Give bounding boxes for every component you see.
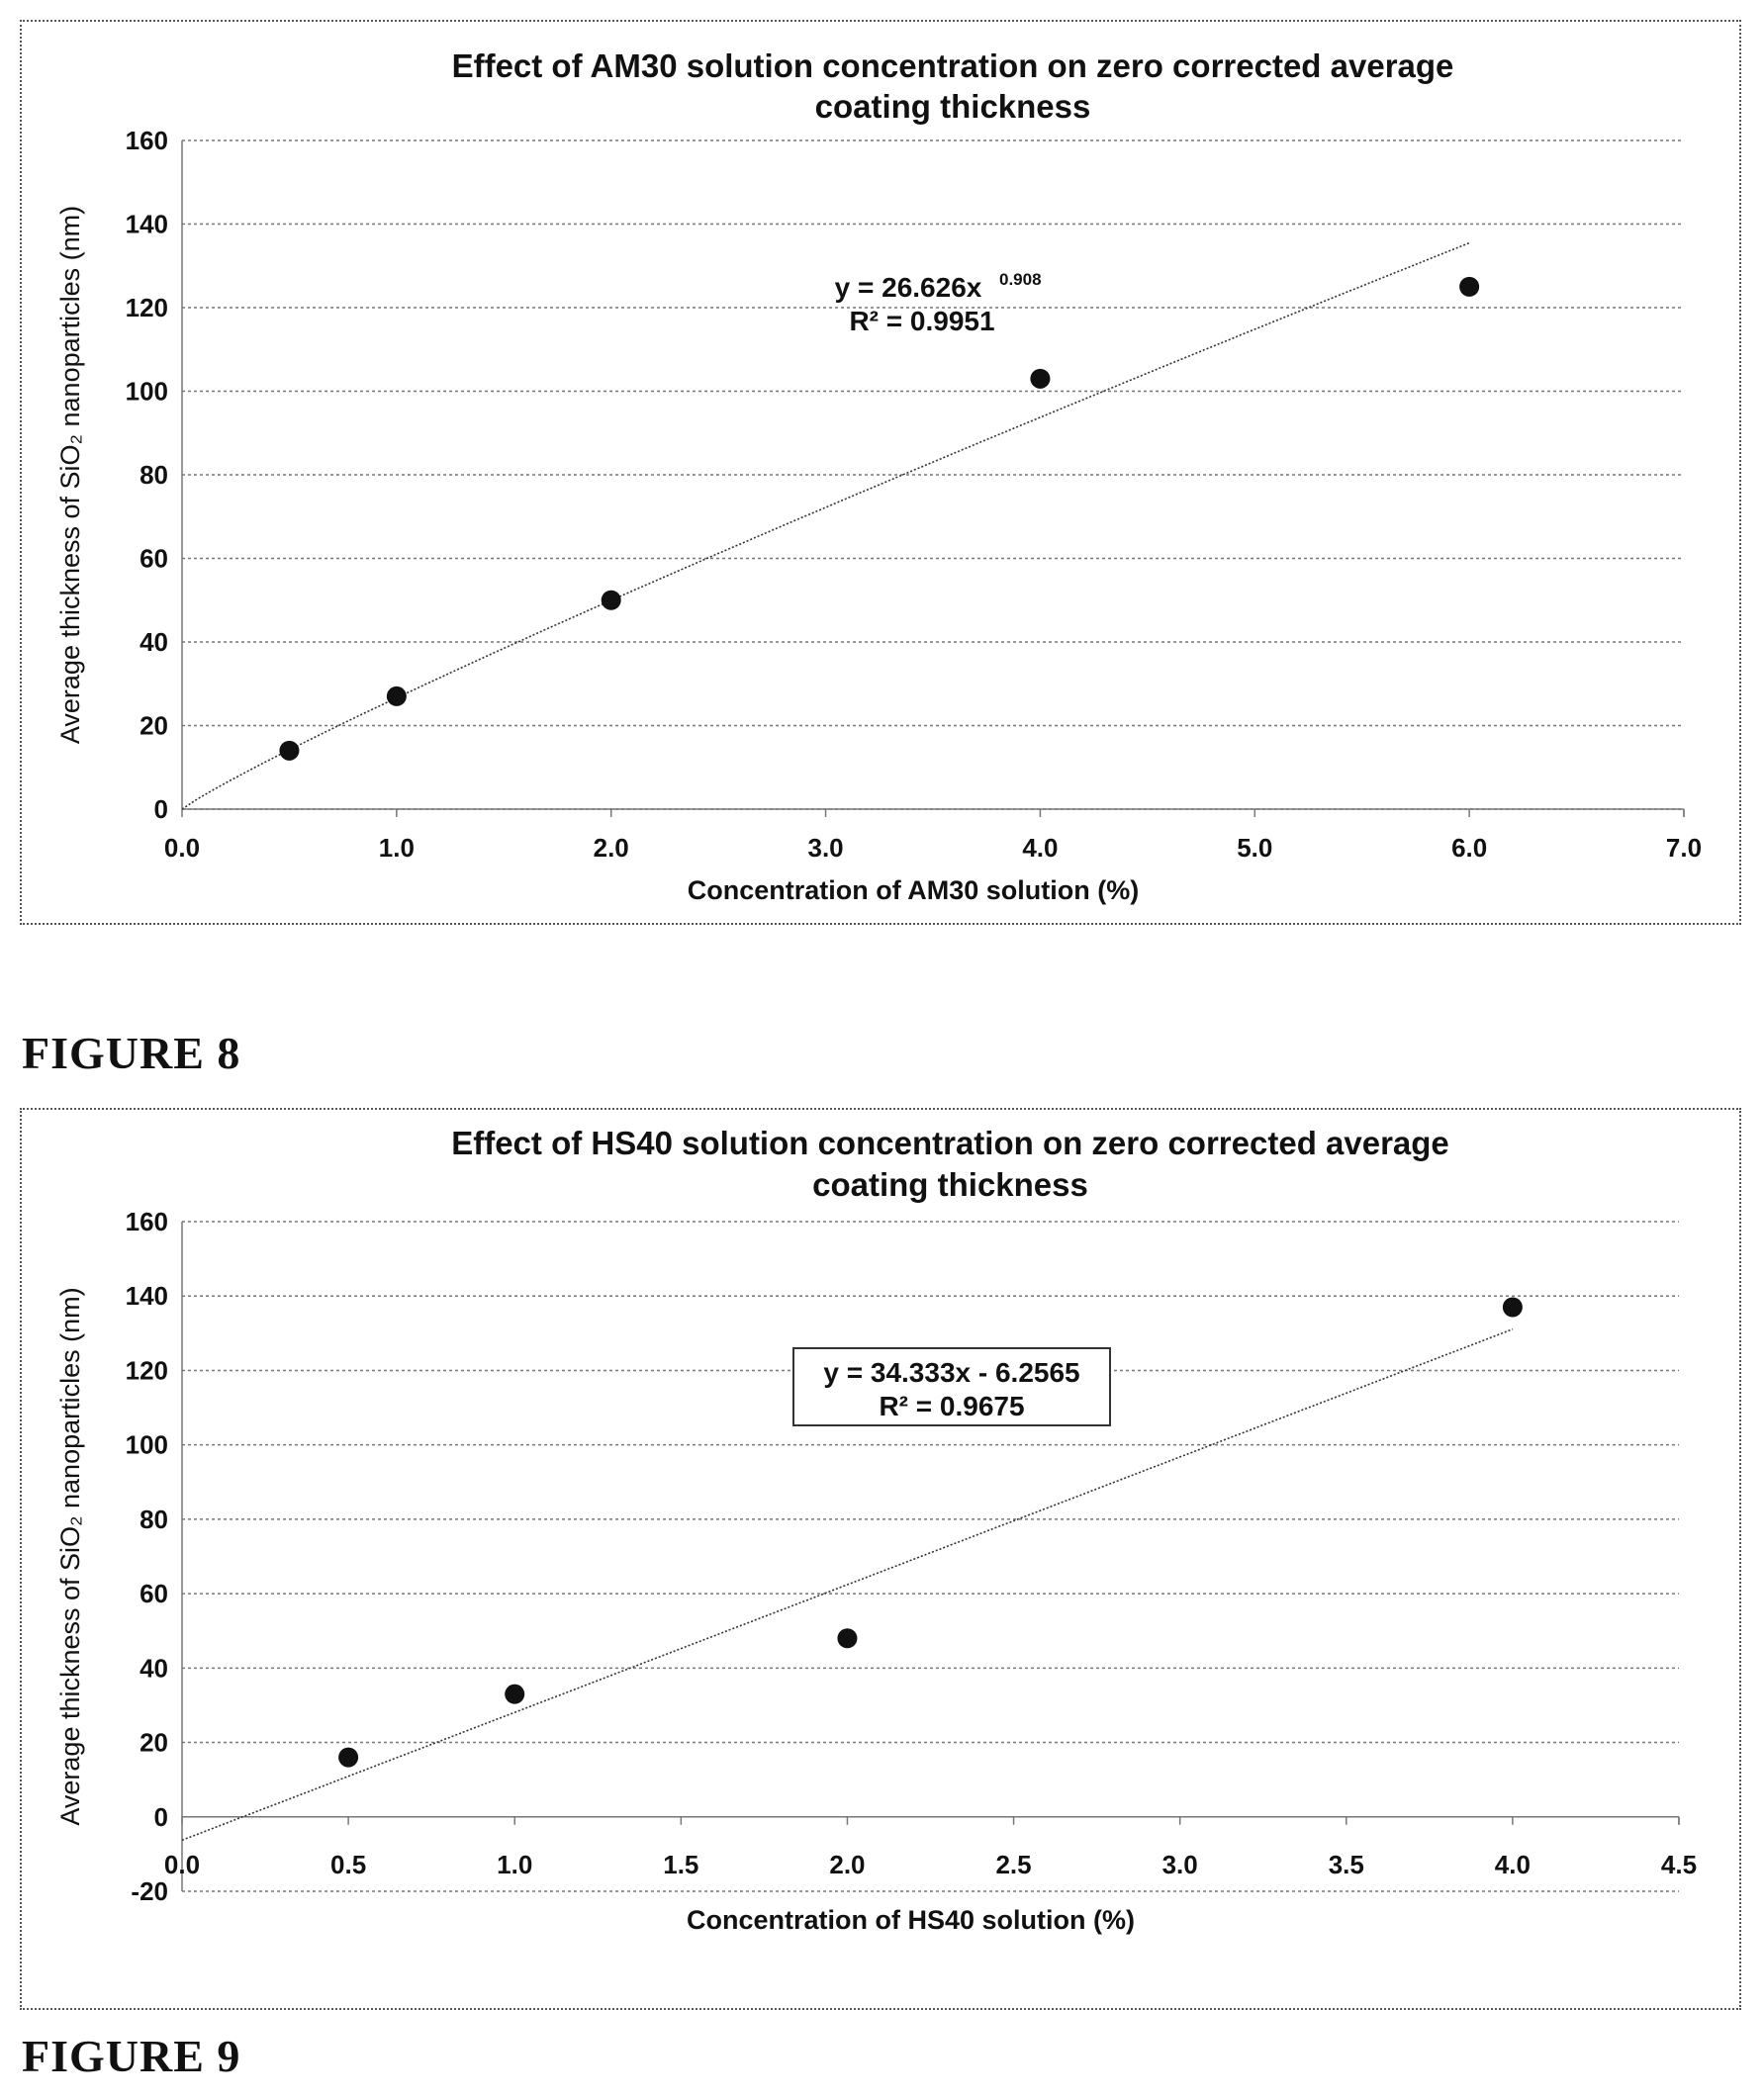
data-point xyxy=(338,1747,359,1768)
y-tick-label: 120 xyxy=(126,1355,168,1385)
x-tick-label: 4.5 xyxy=(1661,1850,1697,1879)
y-tick-label: 120 xyxy=(126,293,168,322)
y-tick-label: 140 xyxy=(126,1281,168,1311)
y-tick-label: 100 xyxy=(126,377,168,407)
y-tick-label: 140 xyxy=(126,210,168,239)
y-tick-label: -20 xyxy=(131,1876,168,1906)
x-axis-title: Concentration of AM30 solution (%) xyxy=(688,875,1139,905)
y-axis-title: Average thickness of SiO₂ nanoparticles … xyxy=(55,206,85,744)
y-tick-label: 20 xyxy=(139,1728,168,1758)
y-tick-label: 160 xyxy=(126,126,168,155)
x-tick-label: 5.0 xyxy=(1237,833,1272,863)
data-point xyxy=(1030,368,1051,389)
x-tick-label: 1.0 xyxy=(497,1850,532,1879)
x-tick-label: 4.0 xyxy=(1495,1850,1531,1879)
x-tick-label: 7.0 xyxy=(1666,833,1702,863)
trendline-r-squared: R² = 0.9675 xyxy=(879,1391,1024,1421)
y-tick-label: 60 xyxy=(139,1579,168,1608)
chart-title-line-1: Effect of AM30 solution concentration on… xyxy=(452,47,1454,84)
trendline-equation: y = 26.626x xyxy=(835,272,982,303)
x-tick-label: 2.0 xyxy=(829,1850,865,1879)
chart-title-line-2: coating thickness xyxy=(812,1166,1088,1203)
chart-frame-figure-8: Effect of AM30 solution concentration on… xyxy=(20,20,1741,925)
x-tick-label: 3.5 xyxy=(1329,1850,1364,1879)
data-point xyxy=(837,1628,858,1649)
trendline-r-squared: R² = 0.9951 xyxy=(849,306,994,336)
trendline-equation: y = 34.333x - 6.2565 xyxy=(823,1357,1079,1388)
y-tick-label: 20 xyxy=(139,711,168,741)
figure-caption-9: FIGURE 9 xyxy=(22,2031,241,2081)
y-tick-label: 80 xyxy=(139,460,168,490)
y-tick-label: 100 xyxy=(126,1430,168,1460)
x-axis-title: Concentration of HS40 solution (%) xyxy=(687,1905,1135,1935)
chart-frame-figure-9: Effect of HS40 solution concentration on… xyxy=(20,1108,1741,2010)
x-tick-label: 2.0 xyxy=(594,833,629,863)
x-tick-label: 4.0 xyxy=(1022,833,1058,863)
data-point xyxy=(386,685,407,706)
y-tick-label: 60 xyxy=(139,544,168,574)
x-tick-label: 0.0 xyxy=(164,833,200,863)
x-tick-label: 6.0 xyxy=(1451,833,1487,863)
x-tick-label: 0.5 xyxy=(330,1850,366,1879)
chart-figure-8: Effect of AM30 solution concentration on… xyxy=(55,47,1702,905)
y-tick-label: 40 xyxy=(139,627,168,657)
y-tick-label: 160 xyxy=(126,1207,168,1236)
y-axis-title: Average thickness of SiO₂ nanoparticles … xyxy=(55,1287,85,1825)
trendline-equation-exponent: 0.908 xyxy=(999,270,1042,289)
x-tick-label: 3.0 xyxy=(807,833,843,863)
data-point xyxy=(505,1684,525,1704)
y-tick-label: 0 xyxy=(154,794,168,824)
figure-caption-8: FIGURE 8 xyxy=(22,1028,241,1078)
x-tick-label: 3.0 xyxy=(1162,1850,1198,1879)
data-point xyxy=(1502,1297,1523,1318)
data-point xyxy=(1459,276,1480,297)
chart-figure-9: Effect of HS40 solution concentration on… xyxy=(55,1125,1697,1935)
x-tick-label: 1.0 xyxy=(379,833,415,863)
chart-title-line-1: Effect of HS40 solution concentration on… xyxy=(451,1125,1449,1161)
data-point xyxy=(601,590,621,610)
y-tick-label: 40 xyxy=(139,1653,168,1683)
x-tick-label: 0.0 xyxy=(164,1850,200,1879)
equation-box xyxy=(792,1347,1111,1426)
data-point xyxy=(279,740,300,761)
y-tick-label: 0 xyxy=(154,1802,168,1832)
trendline xyxy=(181,241,1470,810)
x-tick-label: 1.5 xyxy=(663,1850,698,1879)
chart-title-line-2: coating thickness xyxy=(815,88,1091,125)
x-tick-label: 2.5 xyxy=(995,1850,1031,1879)
trendline xyxy=(181,1328,1514,1842)
y-tick-label: 80 xyxy=(139,1505,168,1534)
